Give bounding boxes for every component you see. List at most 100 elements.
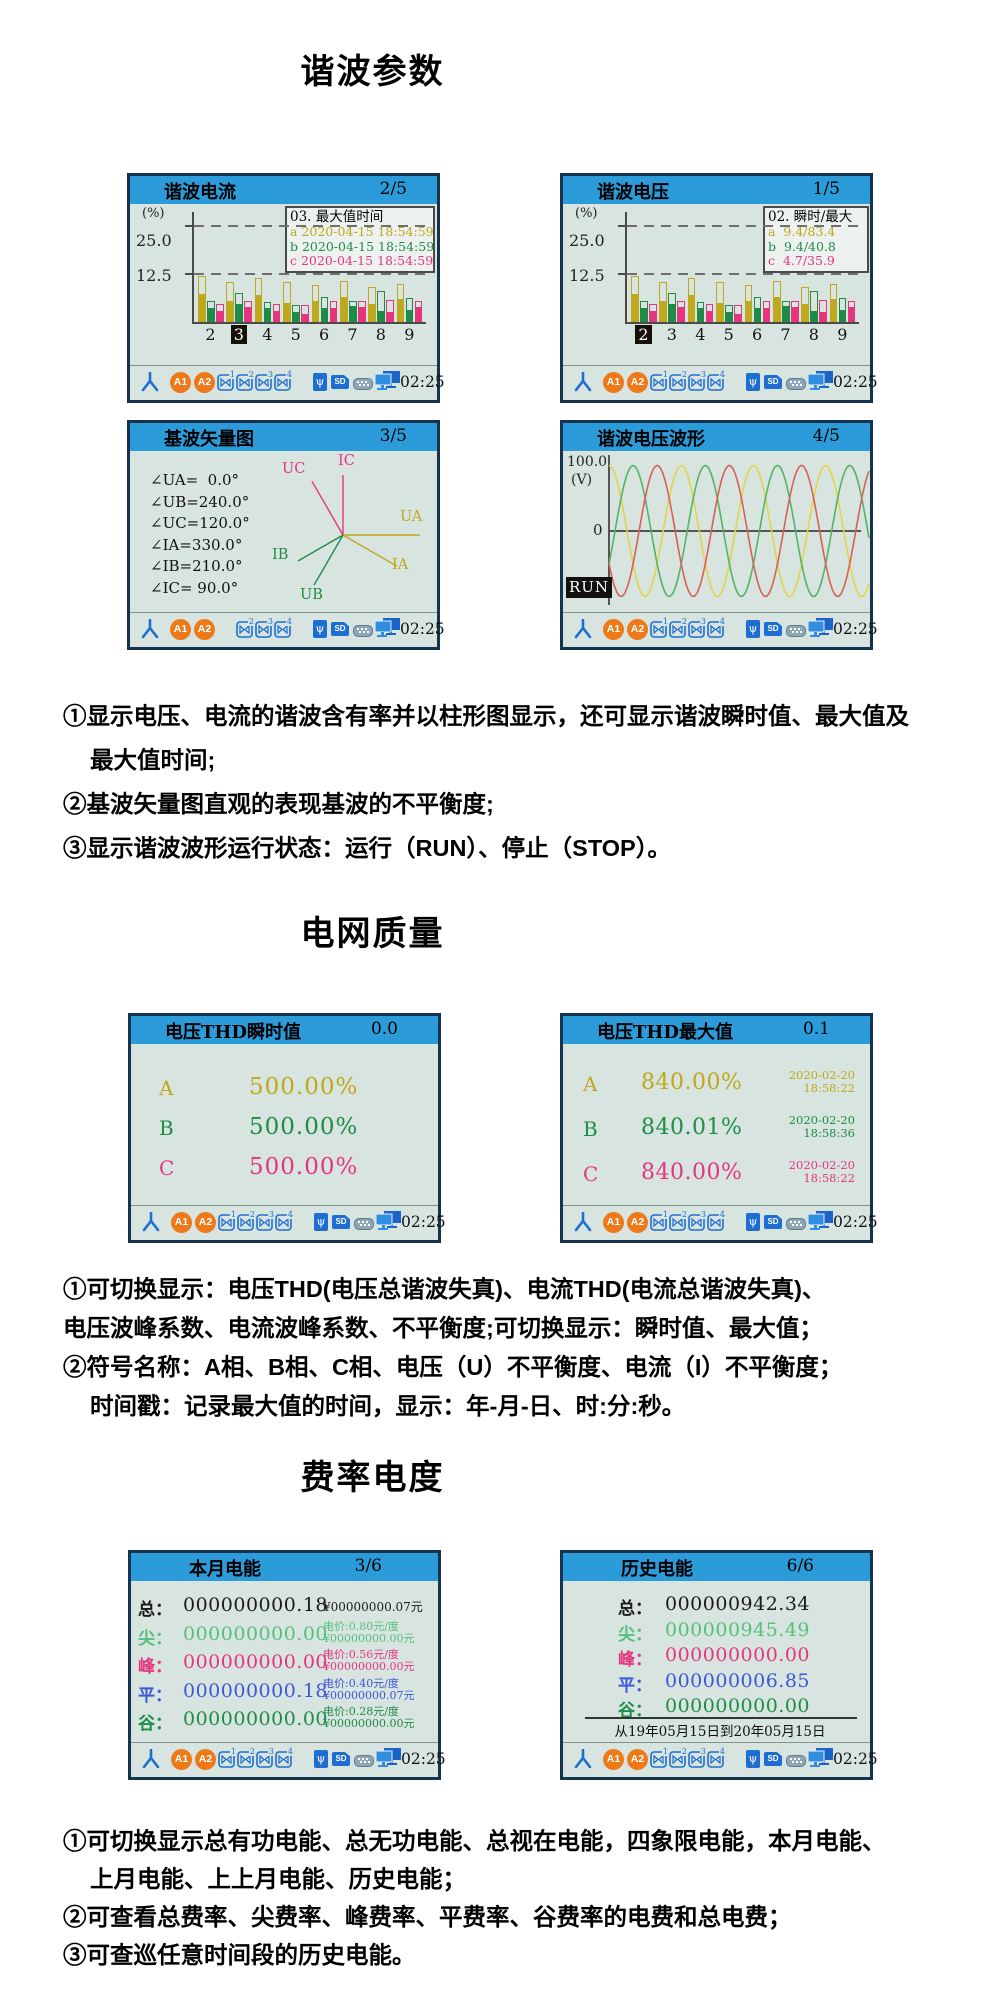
timestamp-time: 18:58:22 (803, 1170, 855, 1185)
y-tick-mark (618, 273, 625, 275)
meter-icon-number: 1 (661, 1210, 669, 1219)
bar-inst-b (753, 308, 762, 322)
energy-price-info: 电价:0.80元/度 ¥00000000.00元 (323, 1619, 435, 1645)
energy-row-value: 000000000.00 (183, 1708, 329, 1730)
bar-inst-c (762, 308, 771, 322)
sd-card-icon: SD (764, 622, 782, 636)
energy-price-info: 电价:0.56元/度 ¥00000000.00元 (323, 1649, 435, 1673)
status-bar: A1 A2 2 3 4 ψ SD 02:25 (130, 612, 445, 647)
harmonic-number: 6 (752, 325, 763, 344)
meter-icon-2: 2 (669, 617, 688, 638)
unit-price: 电价:0.56元/度 (323, 1648, 399, 1661)
chart-legend: 02. 瞬时/最大 a 9.4/83.4 b 9.4/40.8 c 4.7/35.9 (763, 206, 869, 273)
serial-port-icon (786, 1755, 806, 1767)
legend-row-b: b 9.4/40.8 (768, 238, 836, 254)
sd-card-icon: SD (332, 1215, 350, 1229)
a2-indicator: A2 (627, 619, 648, 640)
legend-row-a: a 9.4/83.4 (768, 224, 836, 239)
wye-connection-icon (573, 1748, 593, 1769)
energy-row-label: 尖： (138, 1628, 172, 1649)
note-line: 电压波峰系数、电流波峰系数、不平衡度;可切换显示：瞬时值、最大值； (63, 1315, 823, 1341)
screen-voltage-waveform: 谐波电压波形 4/5 100.0 (V) 0 RUN A1 A2 1 2 3 4 ψ SD 02:25 (560, 420, 878, 650)
legend-title: 02. 瞬时/最大 (768, 209, 853, 225)
sd-card-icon: SD (331, 622, 349, 636)
energy-row-label: 峰： (138, 1657, 172, 1677)
x-tick-label: 4 (687, 325, 714, 344)
serial-port-pins (790, 628, 792, 630)
a1-indicator: A1 (171, 1212, 192, 1233)
thd-value: 500.00% (249, 1114, 359, 1140)
a1-indicator: A1 (603, 372, 624, 393)
bar-inst-b (838, 309, 847, 322)
y-axis-unit: (%) (142, 206, 165, 221)
meter-icon-number: 2 (248, 1210, 256, 1219)
meter-icon-4: 4 (274, 370, 293, 391)
x-tick-label: 9 (396, 325, 423, 344)
dual-monitor-icon (374, 618, 401, 639)
serial-port-icon (786, 378, 806, 390)
a2-indicator: A2 (195, 1212, 216, 1233)
screen-content: 总： 000000942.34 尖： 000000945.49 峰： 000000000.… (563, 1581, 870, 1742)
timestamp-date: 2020-02-20 (788, 1113, 855, 1127)
screen-page-indicator: 6/6 (786, 1556, 814, 1576)
meter-icon-1: 1 (218, 1210, 237, 1231)
screen-content: ∠UA= 0.0° ∠UB=240.0° ∠UC=120.0° ∠IA=330.0° ∠… (130, 451, 437, 612)
screen-title: 谐波电压波形 (597, 429, 705, 450)
usb-icon: ψ (746, 620, 760, 638)
meter-icon-1: 1 (217, 370, 236, 391)
serial-port-pins (790, 1221, 792, 1223)
clock: 02:25 (833, 620, 878, 638)
energy-row-label: 谷： (138, 1714, 172, 1734)
energy-price-info: 电价:0.28元/度 ¥00000000.00元 (323, 1706, 435, 1730)
screen-harmonic-current: 谐波电流 2/5 (%) 25.0 12.5 2 3 4 5 6 7 8 9 03. 最大值时间 a 2… (127, 173, 445, 403)
thd-value: 840.00% (641, 1160, 743, 1185)
energy-row-label: 平： (618, 1675, 652, 1696)
usb-icon: ψ (314, 1213, 328, 1231)
note-line: ③可查巡任意时间段的历史电能。 (63, 1942, 416, 1968)
bar-inst-b (782, 305, 790, 322)
harmonic-number: 6 (319, 325, 330, 344)
note-line: ②符号名称：A相、B相、C相、电压（U）不平衡度、电流（I）不平衡度； (63, 1354, 843, 1380)
y-max-label: 100.0 (567, 454, 608, 470)
bar-inst-b (640, 308, 648, 322)
meter-icon-3: 3 (255, 617, 274, 638)
unit-price: 电价:0.80元/度 (323, 1619, 399, 1633)
unit-price: 电价:0.28元/度 (323, 1705, 399, 1718)
meter-icon-number: 1 (229, 1210, 237, 1219)
svg-text:IC: IC (338, 453, 355, 469)
a2-indicator: A2 (194, 619, 215, 640)
serial-port-pins (357, 381, 359, 383)
meter-icon-1: 1 (650, 370, 669, 391)
harmonic-number: 5 (290, 325, 301, 344)
energy-row-value: 000000000.00 (183, 1651, 329, 1673)
bar-inst-b (235, 303, 243, 322)
x-tick-label: 6 (744, 325, 771, 344)
harmonic-number: 9 (837, 325, 848, 344)
note-line: ①可切换显示总有功电能、总无功电能、总视在电能，四象限电能，本月电能、 (63, 1828, 886, 1854)
x-tick-label: 2 (630, 325, 657, 344)
note-line: 上月电能、上上月电能、历史电能； (90, 1866, 466, 1892)
bar-inst-c (301, 313, 309, 322)
section-title-tariff-energy: 费率电度 (300, 1459, 445, 1497)
note-line: ①可切换显示：电压THD(电压总谐波失真)、电流THD(电流总谐波失真)、 (63, 1276, 826, 1302)
serial-port-icon (786, 625, 806, 637)
sd-card-icon: SD (764, 1215, 782, 1229)
bar-inst-c (649, 310, 657, 322)
gridline-dashed (194, 273, 426, 275)
bar-inst-c (734, 313, 742, 322)
bar-inst-c (358, 306, 366, 322)
screen-thd-instant: 电压THD瞬时值 0.0 A 500.00% B 500.00% C 500.00% A1… (128, 1013, 446, 1243)
screen-page-indicator: 0.1 (802, 1019, 830, 1039)
screen-page-indicator: 3/5 (379, 426, 407, 446)
bar-inst-a (198, 294, 206, 322)
serial-port-pins (358, 1221, 360, 1223)
notes-grid-quality: ①可切换显示：电压THD(电压总谐波失真)、电流THD(电流总谐波失真)、 电压… (63, 1270, 842, 1426)
status-bar: A1 A2 1 2 3 4 ψ SD 02:25 (563, 1742, 878, 1777)
x-axis-line (625, 322, 859, 324)
amount: ¥00000000.00元 (323, 1717, 415, 1730)
notes-tariff-energy: ①可切换显示总有功电能、总无功电能、总视在电能，四象限电能，本月电能、 上月电能… (63, 1822, 886, 1974)
bar-inst-c (847, 306, 856, 322)
chart-legend: 03. 最大值时间 a 2020-04-15 18:54:59 b 2020-04-… (285, 206, 435, 273)
y-axis-line (192, 212, 194, 324)
thd-value: 840.00% (641, 1070, 743, 1095)
